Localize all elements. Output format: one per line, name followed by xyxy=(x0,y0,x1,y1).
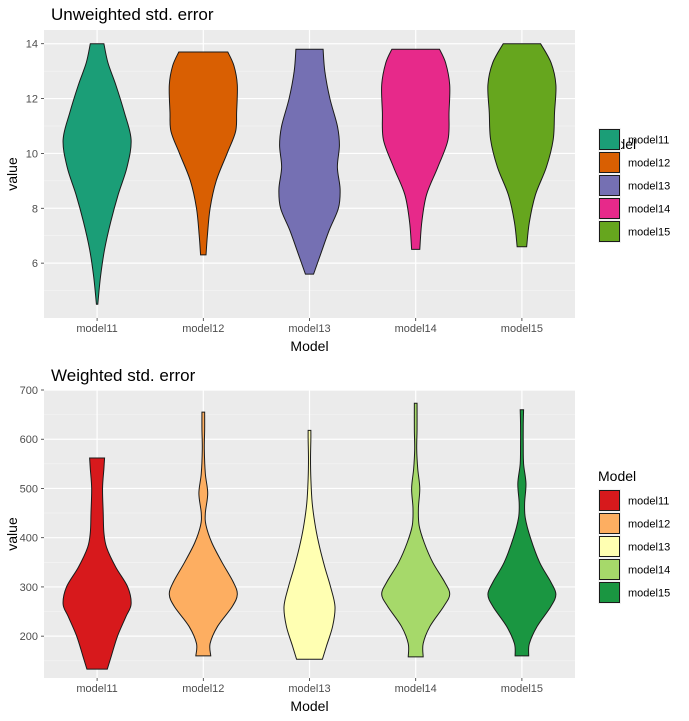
violin-model14 xyxy=(381,402,451,658)
legend-swatch-model12 xyxy=(599,513,620,534)
y-axis-title: value xyxy=(4,157,20,191)
y-axis-title: value xyxy=(4,517,20,551)
chart-panel-2: Weighted std. error 200 300 400 500 600 700 mod… xyxy=(4,366,670,714)
x-axis-title: Model xyxy=(290,698,328,714)
x-axis-title: Model xyxy=(290,338,328,354)
x-tick-label: model11 xyxy=(76,683,117,695)
legend-swatch-model11 xyxy=(599,490,620,511)
y-tick-label: 700 xyxy=(20,385,38,397)
legend-swatch-model12 xyxy=(599,152,620,173)
legend-swatch-model13 xyxy=(599,175,620,196)
x-tick-label: model14 xyxy=(395,323,437,335)
legend-label-model14: model14 xyxy=(628,565,670,577)
violin-model15 xyxy=(487,43,557,248)
x-tick-label: model13 xyxy=(288,323,330,335)
legend-label-model15: model15 xyxy=(628,588,670,600)
violin-model11 xyxy=(62,43,132,305)
violin-model11 xyxy=(62,457,132,670)
legend-swatch-model11 xyxy=(599,129,620,150)
legend-title: Model xyxy=(598,468,636,484)
y-tick-label: 12 xyxy=(26,94,38,106)
violin-model12 xyxy=(168,51,238,256)
y-tick-label: 300 xyxy=(20,582,38,594)
legend-swatch-model13 xyxy=(599,536,620,557)
legend-label-model12: model12 xyxy=(628,519,670,531)
legend-swatch-model15 xyxy=(599,582,620,603)
legend-label-model15: model15 xyxy=(628,227,670,239)
y-tick-label: 6 xyxy=(32,258,38,270)
legend-label-model11: model11 xyxy=(628,496,669,508)
y-tick-label: 8 xyxy=(32,203,38,215)
legend-swatch-model14 xyxy=(599,198,620,219)
x-tick-label: model11 xyxy=(76,323,117,335)
y-tick-label: 500 xyxy=(20,483,38,495)
legend-label-model14: model14 xyxy=(628,204,670,216)
x-tick-label: model12 xyxy=(182,323,224,335)
legend-swatch-model15 xyxy=(599,221,620,242)
legend-label-model11: model11 xyxy=(628,135,669,147)
y-tick-label: 10 xyxy=(26,148,38,160)
y-tick-label: 200 xyxy=(20,631,38,643)
legend: Model model11 model12 model13 model14 model15 xyxy=(598,468,670,604)
chart-title: Weighted std. error xyxy=(51,366,196,385)
x-tick-label: model13 xyxy=(288,683,330,695)
violin-model14 xyxy=(381,48,451,250)
x-tick-label: model15 xyxy=(501,323,543,335)
violin-model13 xyxy=(278,48,341,275)
legend-swatch-model14 xyxy=(599,559,620,580)
chart-panel-1: Unweighted std. error 6 8 10 12 14 model11 mode… xyxy=(4,5,670,354)
violin-model12 xyxy=(168,411,238,657)
x-tick-label: model15 xyxy=(501,683,543,695)
violin-model15 xyxy=(487,409,557,657)
violin-model13 xyxy=(283,429,336,660)
x-tick-label: model14 xyxy=(395,683,437,695)
legend-label-model13: model13 xyxy=(628,542,670,554)
legend-label-model13: model13 xyxy=(628,181,670,193)
x-tick-label: model12 xyxy=(182,683,224,695)
chart-title: Unweighted std. error xyxy=(51,5,214,24)
y-tick-label: 400 xyxy=(20,533,38,545)
y-tick-label: 600 xyxy=(20,434,38,446)
legend-label-model12: model12 xyxy=(628,158,670,170)
y-tick-label: 14 xyxy=(26,39,38,51)
